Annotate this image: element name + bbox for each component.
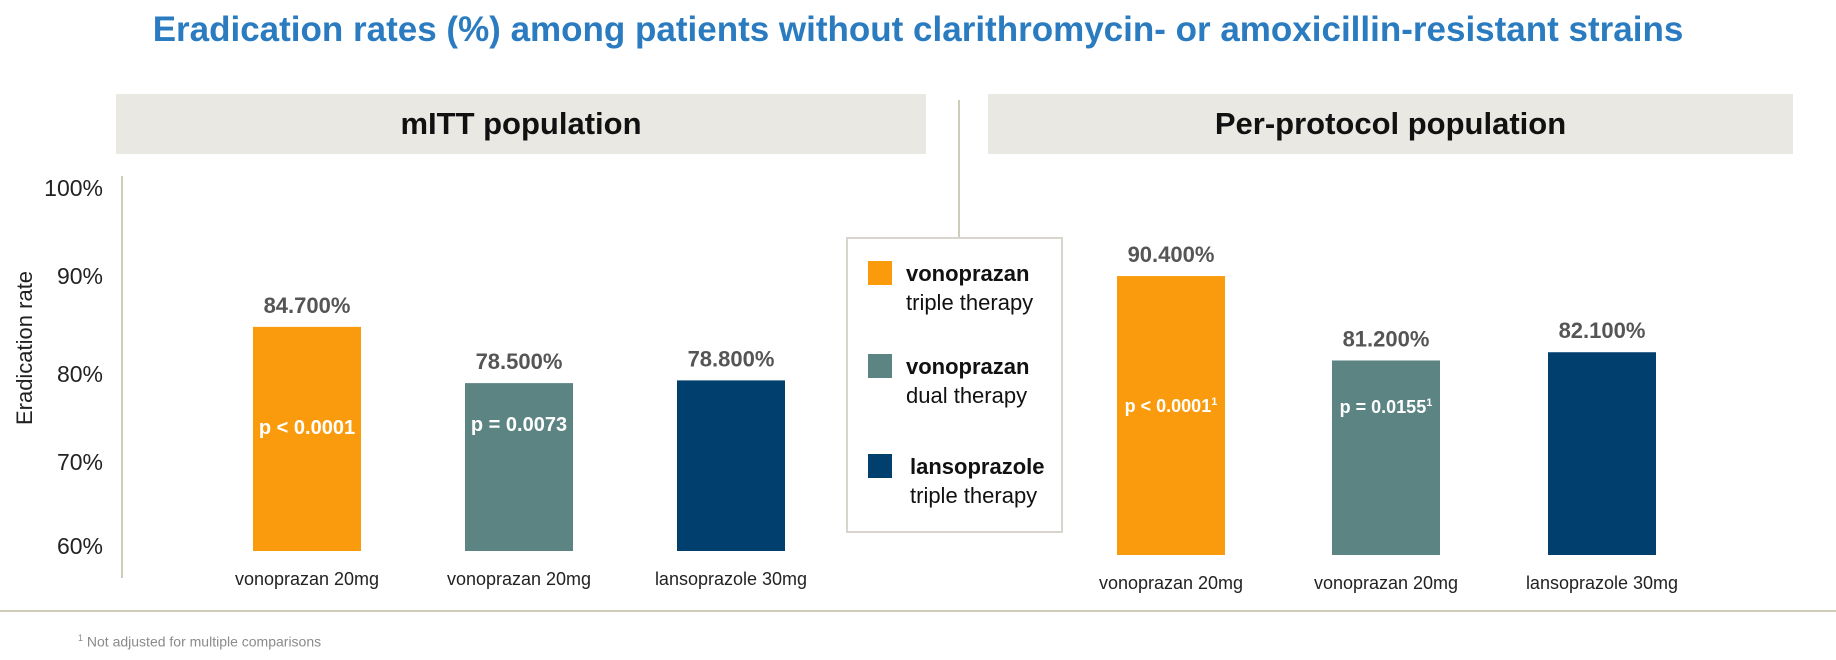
- legend-label: vonoprazan: [906, 261, 1030, 286]
- footnote-marker: 1: [78, 633, 84, 643]
- y-tick-label: 100%: [44, 175, 103, 201]
- legend-swatch: [868, 354, 892, 378]
- category-label: vonoprazan 20mg: [447, 569, 591, 589]
- bar: [253, 326, 361, 551]
- footnote: 1 Not adjusted for multiple comparisons: [78, 633, 321, 650]
- value-label: 84.700%: [264, 293, 351, 318]
- legend-swatch: [868, 454, 892, 478]
- category-label: lansoprazole 30mg: [655, 569, 807, 589]
- category-label: vonoprazan 20mg: [235, 569, 379, 589]
- category-label: vonoprazan 20mg: [1314, 573, 1458, 593]
- p-value-label: p < 0.00011: [1125, 396, 1218, 416]
- value-label: 78.800%: [688, 346, 775, 371]
- p-value-label: p = 0.0073: [471, 414, 567, 436]
- legend-sublabel: triple therapy: [910, 483, 1038, 508]
- y-tick-label: 90%: [57, 263, 103, 289]
- panel-header-per-protocol: Per-protocol population: [988, 94, 1793, 154]
- legend-sublabel: triple therapy: [906, 290, 1034, 315]
- p-value-label: p < 0.0001: [259, 417, 355, 439]
- category-label: vonoprazan 20mg: [1099, 573, 1243, 593]
- bar: [1117, 276, 1225, 555]
- y-axis-title: Eradication rate: [12, 271, 37, 425]
- y-tick-label: 70%: [57, 449, 103, 475]
- value-label: 81.200%: [1343, 326, 1430, 351]
- legend-sublabel: dual therapy: [906, 383, 1028, 408]
- bar: [1548, 352, 1656, 555]
- bar: [465, 383, 573, 551]
- category-label: lansoprazole 30mg: [1526, 573, 1678, 593]
- footnote-text: Not adjusted for multiple comparisons: [86, 633, 322, 650]
- y-tick-label: 60%: [57, 533, 103, 559]
- legend-label: vonoprazan: [906, 354, 1030, 379]
- p-value-superscript: 1: [1426, 397, 1432, 409]
- y-tick-label: 80%: [57, 361, 103, 387]
- value-label: 90.400%: [1128, 242, 1215, 267]
- value-label: 82.100%: [1559, 318, 1646, 343]
- chart-title: Eradication rates (%) among patients wit…: [152, 10, 1684, 49]
- legend-label: lansoprazole: [910, 454, 1045, 479]
- legend-swatch: [868, 261, 892, 285]
- p-value-label: p = 0.01551: [1340, 397, 1433, 417]
- bar: [1332, 360, 1440, 555]
- p-value-superscript: 1: [1211, 396, 1217, 408]
- legend: vonoprazan triple therapy vonoprazan dua…: [846, 237, 1063, 533]
- bar: [677, 380, 785, 551]
- value-label: 78.500%: [476, 349, 563, 374]
- panel-header-mitt: mITT population: [116, 94, 926, 154]
